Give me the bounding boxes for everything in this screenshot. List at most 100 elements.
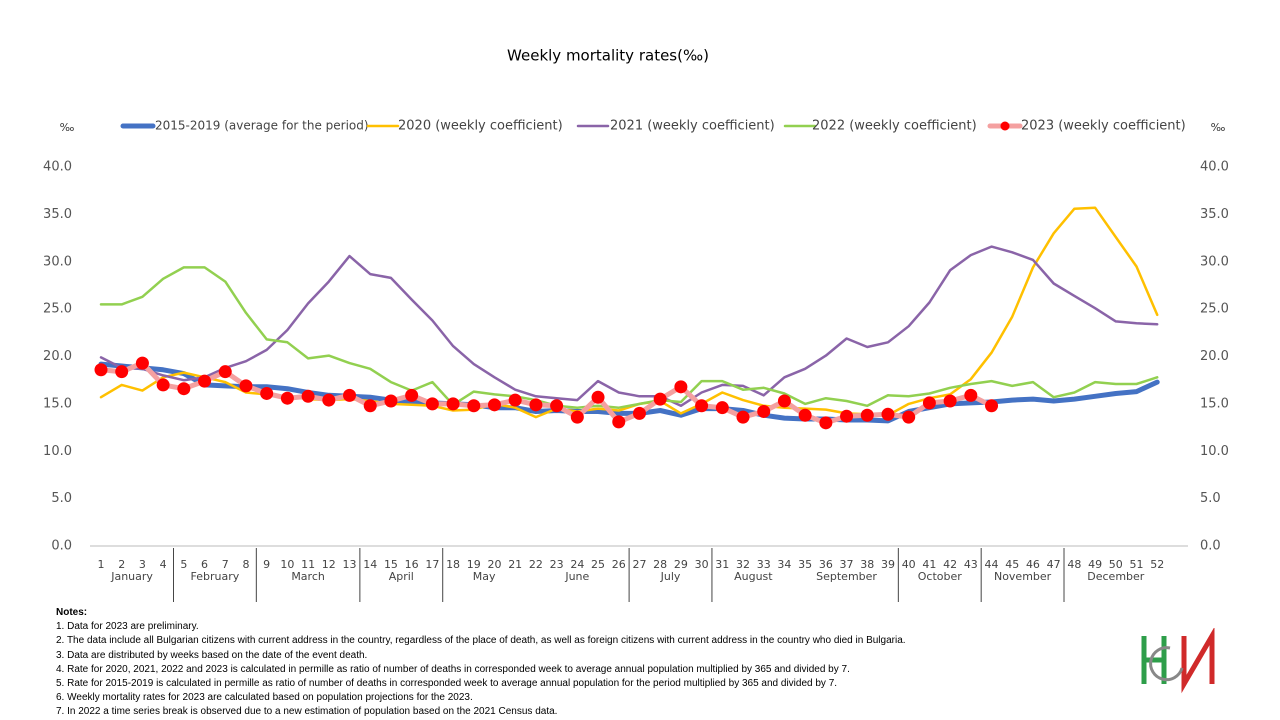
y2-tick-label: 40.0 xyxy=(1200,160,1229,175)
y-axis-unit: ‰ xyxy=(60,121,75,134)
y-tick-label: 20.0 xyxy=(43,349,72,364)
x-tick-label: 7 xyxy=(222,558,229,571)
y-tick-label: 25.0 xyxy=(43,302,72,317)
x-tick-label: 35 xyxy=(798,558,812,571)
data-point xyxy=(715,401,729,415)
data-point xyxy=(695,399,709,413)
data-point xyxy=(198,374,212,388)
data-point xyxy=(446,397,460,411)
x-tick-label: 11 xyxy=(301,558,315,571)
x-tick-label: 52 xyxy=(1150,558,1164,571)
month-label: April xyxy=(389,570,414,583)
data-point xyxy=(467,399,481,413)
x-tick-label: 30 xyxy=(695,558,709,571)
data-point xyxy=(487,398,501,412)
x-tick-label: 8 xyxy=(242,558,249,571)
data-point xyxy=(591,390,605,404)
data-point xyxy=(632,406,646,420)
x-tick-label: 33 xyxy=(757,558,771,571)
x-tick-label: 27 xyxy=(632,558,646,571)
data-point xyxy=(529,398,543,412)
y2-tick-label: 20.0 xyxy=(1200,349,1229,364)
y2-tick-label: 0.0 xyxy=(1200,539,1221,554)
note: 6. Weekly mortality rates for 2023 are c… xyxy=(56,692,473,704)
x-tick-label: 14 xyxy=(363,558,377,571)
data-point xyxy=(94,363,108,377)
x-tick-label: 17 xyxy=(425,558,439,571)
month-label: June xyxy=(564,570,589,583)
note: 3. Data are distributed by weeks based o… xyxy=(56,649,368,661)
y2-tick-label: 15.0 xyxy=(1200,396,1229,411)
x-tick-label: 42 xyxy=(943,558,957,571)
data-point xyxy=(177,382,191,396)
x-tick-label: 38 xyxy=(860,558,874,571)
x-tick-label: 18 xyxy=(446,558,460,571)
x-tick-label: 45 xyxy=(1005,558,1019,571)
legend-label: 2020 (weekly coefficient) xyxy=(398,119,563,134)
note: 1. Data for 2023 are preliminary. xyxy=(56,621,199,633)
data-point xyxy=(322,393,336,407)
x-tick-label: 47 xyxy=(1047,558,1061,571)
y2-tick-label: 10.0 xyxy=(1200,444,1229,459)
chart-title: Weekly mortality rates(‰) xyxy=(507,47,709,65)
x-tick-label: 50 xyxy=(1109,558,1123,571)
y-tick-label: 40.0 xyxy=(43,160,72,175)
data-point xyxy=(280,391,294,405)
note: 4. Rate for 2020, 2021, 2022 and 2023 is… xyxy=(56,663,850,675)
logo xyxy=(1141,628,1215,694)
y2-tick-label: 30.0 xyxy=(1200,254,1229,269)
x-tick-label: 26 xyxy=(612,558,626,571)
data-point xyxy=(819,416,833,430)
data-point xyxy=(218,365,232,379)
data-point xyxy=(135,356,149,370)
x-tick-label: 1 xyxy=(98,558,105,571)
data-point xyxy=(757,404,771,418)
series-line xyxy=(99,266,1159,409)
month-label: May xyxy=(473,570,496,583)
data-point xyxy=(902,410,916,424)
x-tick-label: 22 xyxy=(529,558,543,571)
month-label: February xyxy=(191,570,240,583)
x-tick-label: 5 xyxy=(180,558,187,571)
x-tick-label: 44 xyxy=(985,558,999,571)
x-tick-label: 19 xyxy=(467,558,481,571)
y-tick-label: 15.0 xyxy=(43,396,72,411)
y-tick-label: 35.0 xyxy=(43,207,72,222)
x-tick-label: 20 xyxy=(487,558,501,571)
x-tick-label: 6 xyxy=(201,558,208,571)
x-tick-label: 36 xyxy=(819,558,833,571)
data-point xyxy=(343,388,357,402)
x-tick-label: 37 xyxy=(840,558,854,571)
data-point xyxy=(653,392,667,406)
data-point xyxy=(405,388,419,402)
month-label: December xyxy=(1087,570,1145,583)
x-tick-label: 16 xyxy=(405,558,419,571)
data-point xyxy=(239,379,253,393)
x-tick-label: 46 xyxy=(1026,558,1040,571)
x-tick-label: 28 xyxy=(653,558,667,571)
legend-marker xyxy=(1000,121,1010,131)
note: 2. The data include all Bulgarian citize… xyxy=(56,635,906,647)
x-tick-label: 51 xyxy=(1130,558,1144,571)
x-tick-label: 24 xyxy=(570,558,584,571)
data-point xyxy=(674,380,688,394)
legend-label: 2022 (weekly coefficient) xyxy=(812,119,977,134)
data-point xyxy=(570,410,584,424)
x-tick-label: 10 xyxy=(280,558,294,571)
x-tick-label: 4 xyxy=(160,558,167,571)
x-tick-label: 12 xyxy=(322,558,336,571)
x-tick-label: 32 xyxy=(736,558,750,571)
data-point xyxy=(860,408,874,422)
x-tick-label: 41 xyxy=(922,558,936,571)
data-point xyxy=(943,394,957,408)
x-tick-label: 48 xyxy=(1067,558,1081,571)
x-tick-label: 21 xyxy=(508,558,522,571)
legend-label: 2015-2019 (average for the period) xyxy=(155,119,369,133)
month-label: September xyxy=(816,570,877,583)
data-point xyxy=(301,389,315,403)
data-point xyxy=(508,393,522,407)
y-tick-label: 30.0 xyxy=(43,254,72,269)
note: 5. Rate for 2015-2019 is calculated in p… xyxy=(56,678,838,690)
data-point xyxy=(881,407,895,421)
